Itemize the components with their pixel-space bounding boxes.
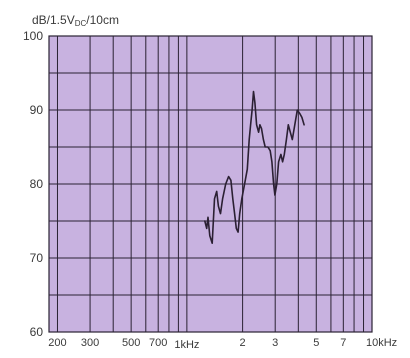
y-axis-label-main: dB/1.5V bbox=[32, 13, 75, 27]
response-curve bbox=[204, 90, 305, 244]
x-tick-label: 10kHz bbox=[366, 337, 397, 349]
y-tick-label: 60 bbox=[30, 325, 44, 339]
y-tick-label: 70 bbox=[30, 251, 44, 265]
x-tick-label: 3 bbox=[272, 337, 278, 349]
x-tick-label: 5 bbox=[313, 337, 319, 349]
x-tick-label: 300 bbox=[81, 337, 99, 349]
x-tick-labels: 200 300 500 700 1kHz 2 3 5 7 10kHz bbox=[48, 337, 397, 351]
y-tick-label: 100 bbox=[23, 29, 43, 43]
x-tick-label: 200 bbox=[48, 337, 66, 349]
plot-border bbox=[48, 35, 373, 333]
x-tick-label: 2 bbox=[240, 337, 246, 349]
x-tick-label: 1kHz bbox=[174, 339, 199, 351]
x-tick-label: 700 bbox=[149, 337, 167, 349]
x-tick-label: 500 bbox=[122, 337, 140, 349]
x-tick-label: 7 bbox=[340, 337, 346, 349]
y-axis-label-sub: DC bbox=[75, 19, 87, 28]
y-axis-label-tail: /10cm bbox=[86, 13, 119, 27]
y-axis-label: dB/1.5VDC/10cm bbox=[32, 13, 119, 28]
y-tick-labels: 60 70 80 90 100 bbox=[23, 29, 43, 339]
y-tick-label: 80 bbox=[30, 177, 44, 191]
y-tick-label: 90 bbox=[30, 103, 44, 117]
